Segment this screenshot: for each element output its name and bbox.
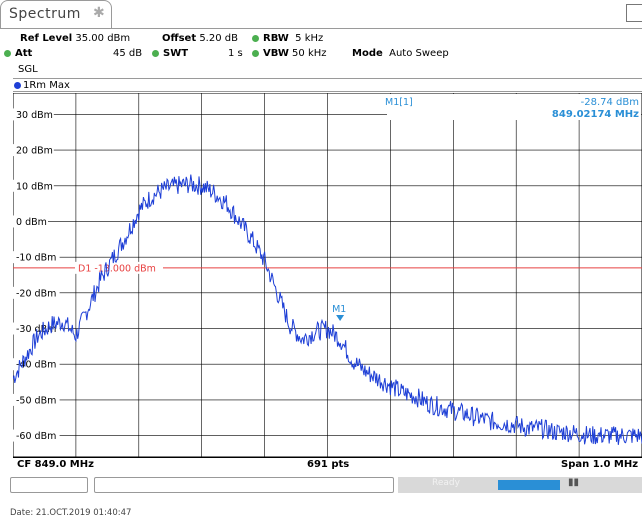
y-tick-label: -40 dBm (16, 360, 56, 371)
y-tick-label-bg (13, 429, 60, 442)
trace-dot-icon (14, 81, 21, 89)
status-dot-icon (252, 49, 259, 57)
y-tick-label-bg (13, 393, 60, 406)
y-tick-label-bg (13, 251, 60, 264)
y-tick-label-bg (13, 179, 54, 192)
status-bar: Ready ▮▮ (0, 475, 642, 495)
y-tick-label: -10 dBm (16, 253, 56, 264)
y-tick-label-bg (13, 108, 54, 121)
window-menu-icon[interactable] (626, 4, 642, 22)
y-tick-label-bg (13, 215, 48, 228)
y-axis-labels: 30 dBm 20 dBm 10 dBm 0 dBm -10 dBm -20 dBm -30… (13, 108, 60, 442)
y-tick-label: 0 dBm (16, 217, 47, 228)
y-tick-label: 20 dBm (16, 146, 53, 157)
sweep-points: 691 pts (307, 459, 350, 470)
tab-title: Spectrum (9, 6, 81, 22)
ready-text: Ready (432, 478, 460, 488)
marker-frequency: 849.02174 MHz (552, 109, 639, 120)
span: Span 1.0 MHz (561, 459, 639, 470)
swt-value: 1 s (228, 48, 243, 59)
pin-icon[interactable]: ✱ (93, 5, 106, 21)
progress-bar (498, 480, 560, 490)
center-frequency: CF 849.0 MHz (17, 459, 94, 470)
vbw-setting: VBW 50 kHz (252, 48, 327, 59)
offset-setting: Offset 5.20 dB (162, 33, 238, 44)
marker-header: M1[1] (385, 97, 413, 108)
marker-label: M1 (332, 304, 346, 315)
ref-level-setting: Ref Level 35.00 dBm (20, 33, 131, 44)
y-tick-label: 30 dBm (16, 110, 53, 121)
sgl-indicator: SGL (18, 64, 38, 75)
swt-setting: SWT (152, 48, 188, 59)
y-tick-label-bg (13, 286, 60, 299)
trace-line (13, 174, 642, 445)
y-tick-label: -60 dBm (16, 431, 56, 442)
marker-m1: M1 (332, 304, 346, 322)
spectrum-window (0, 28, 642, 473)
status-field-1 (10, 477, 88, 493)
rbw-setting: RBW 5 kHz (252, 33, 323, 44)
display-line-label-bg (75, 261, 163, 274)
plot-grid (13, 93, 642, 457)
y-tick-label: -20 dBm (16, 288, 56, 299)
display-line: D1 -13.000 dBm (13, 261, 642, 274)
trace-bar (13, 78, 642, 92)
plot-footer: CF 849.0 MHz 691 pts Span 1.0 MHz (13, 457, 642, 474)
y-tick-label: -30 dBm (16, 324, 56, 335)
y-tick-label-bg (13, 144, 54, 157)
status-dot-icon (4, 49, 11, 57)
marker-info-bg (387, 94, 641, 120)
mode-setting: Mode Auto Sweep (352, 48, 449, 59)
spectrum-plot[interactable]: 30 dBm 20 dBm 10 dBm 0 dBm -10 dBm -20 dBm -30… (13, 93, 642, 457)
date-line: Date: 21.OCT.2019 01:40:47 (10, 508, 132, 518)
marker-triangle-icon (336, 315, 345, 322)
status-dot-icon (252, 34, 259, 42)
status-dot-icon (152, 49, 159, 57)
status-field-3: Ready ▮▮ (398, 477, 642, 493)
trace-label: 1Rm Max (14, 80, 70, 91)
marker-level: -28.74 dBm (581, 97, 639, 108)
display-line-label: D1 -13.000 dBm (78, 263, 156, 274)
y-tick-label: 10 dBm (16, 181, 53, 192)
att-value: 45 dB (113, 48, 143, 59)
att-setting: Att (4, 48, 32, 59)
signal-icon: ▮▮ (568, 477, 580, 488)
tab-spectrum[interactable]: Spectrum ✱ (0, 0, 112, 28)
y-tick-label: -50 dBm (16, 395, 56, 406)
status-field-2 (94, 477, 394, 493)
